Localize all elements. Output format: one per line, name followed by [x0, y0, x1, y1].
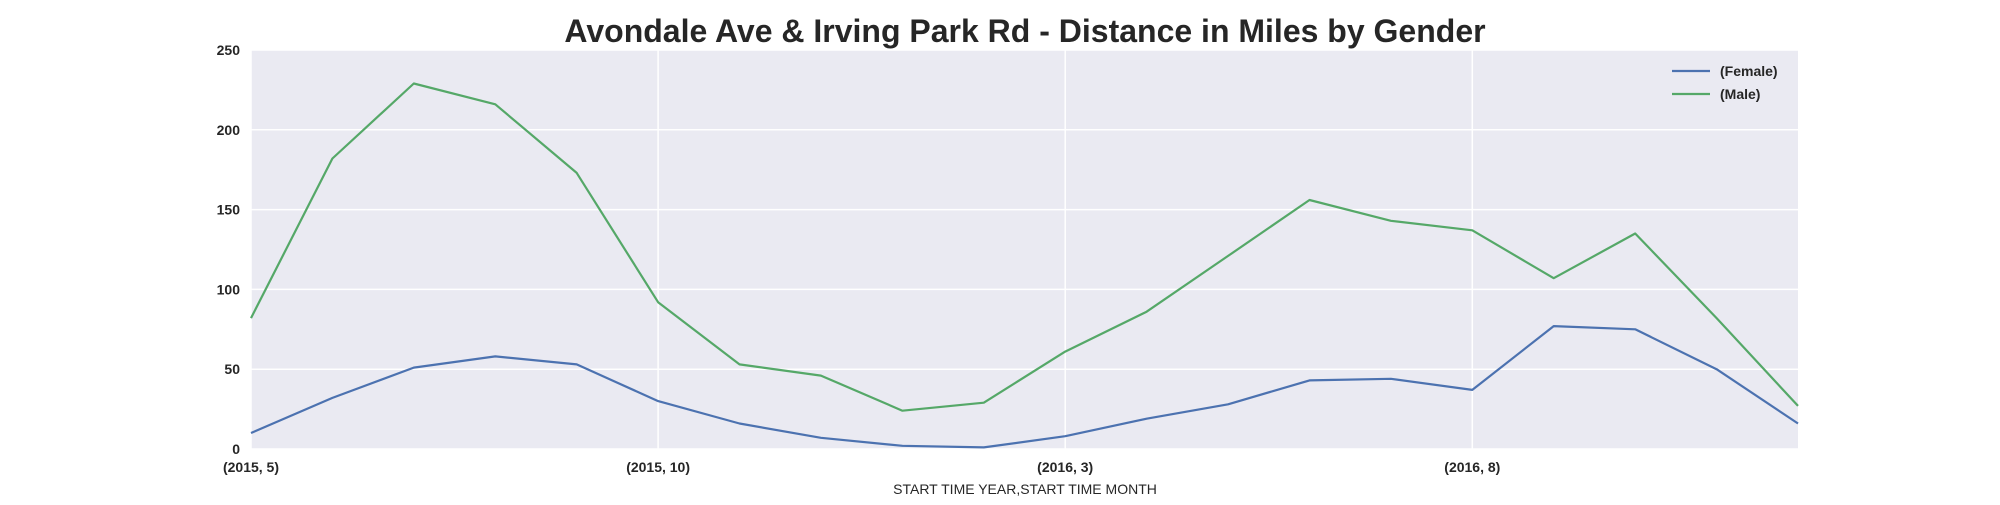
y-axis-ticks: 0 50 100 150 200 250 [217, 42, 241, 457]
legend: (Female) (Male) [1672, 63, 1778, 102]
series-lines [250, 82, 1799, 449]
legend-label: (Female) [1720, 63, 1778, 79]
chart-title: Avondale Ave & Irving Park Rd - Distance… [564, 13, 1485, 49]
x-tick-label: (2015, 10) [626, 459, 690, 475]
y-tick-label: 100 [217, 281, 241, 297]
series-line-female [250, 325, 1799, 449]
legend-label: (Male) [1720, 86, 1760, 102]
x-axis-label: START TIME YEAR,START TIME MONTH [893, 481, 1157, 497]
x-tick-label: (2015, 5) [223, 459, 279, 475]
x-tick-label: (2016, 8) [1444, 459, 1500, 475]
y-tick-label: 0 [232, 441, 240, 457]
x-tick-label: (2016, 3) [1037, 459, 1093, 475]
series-line-male [250, 82, 1799, 412]
y-tick-label: 200 [217, 122, 241, 138]
grid-lines [250, 49, 1798, 450]
x-axis-ticks: (2015, 5) (2015, 10) (2016, 3) (2016, 8) [223, 459, 1500, 475]
y-tick-label: 150 [217, 202, 241, 218]
y-tick-label: 250 [217, 42, 241, 58]
y-tick-label: 50 [224, 361, 240, 377]
plot-area [251, 50, 1798, 449]
